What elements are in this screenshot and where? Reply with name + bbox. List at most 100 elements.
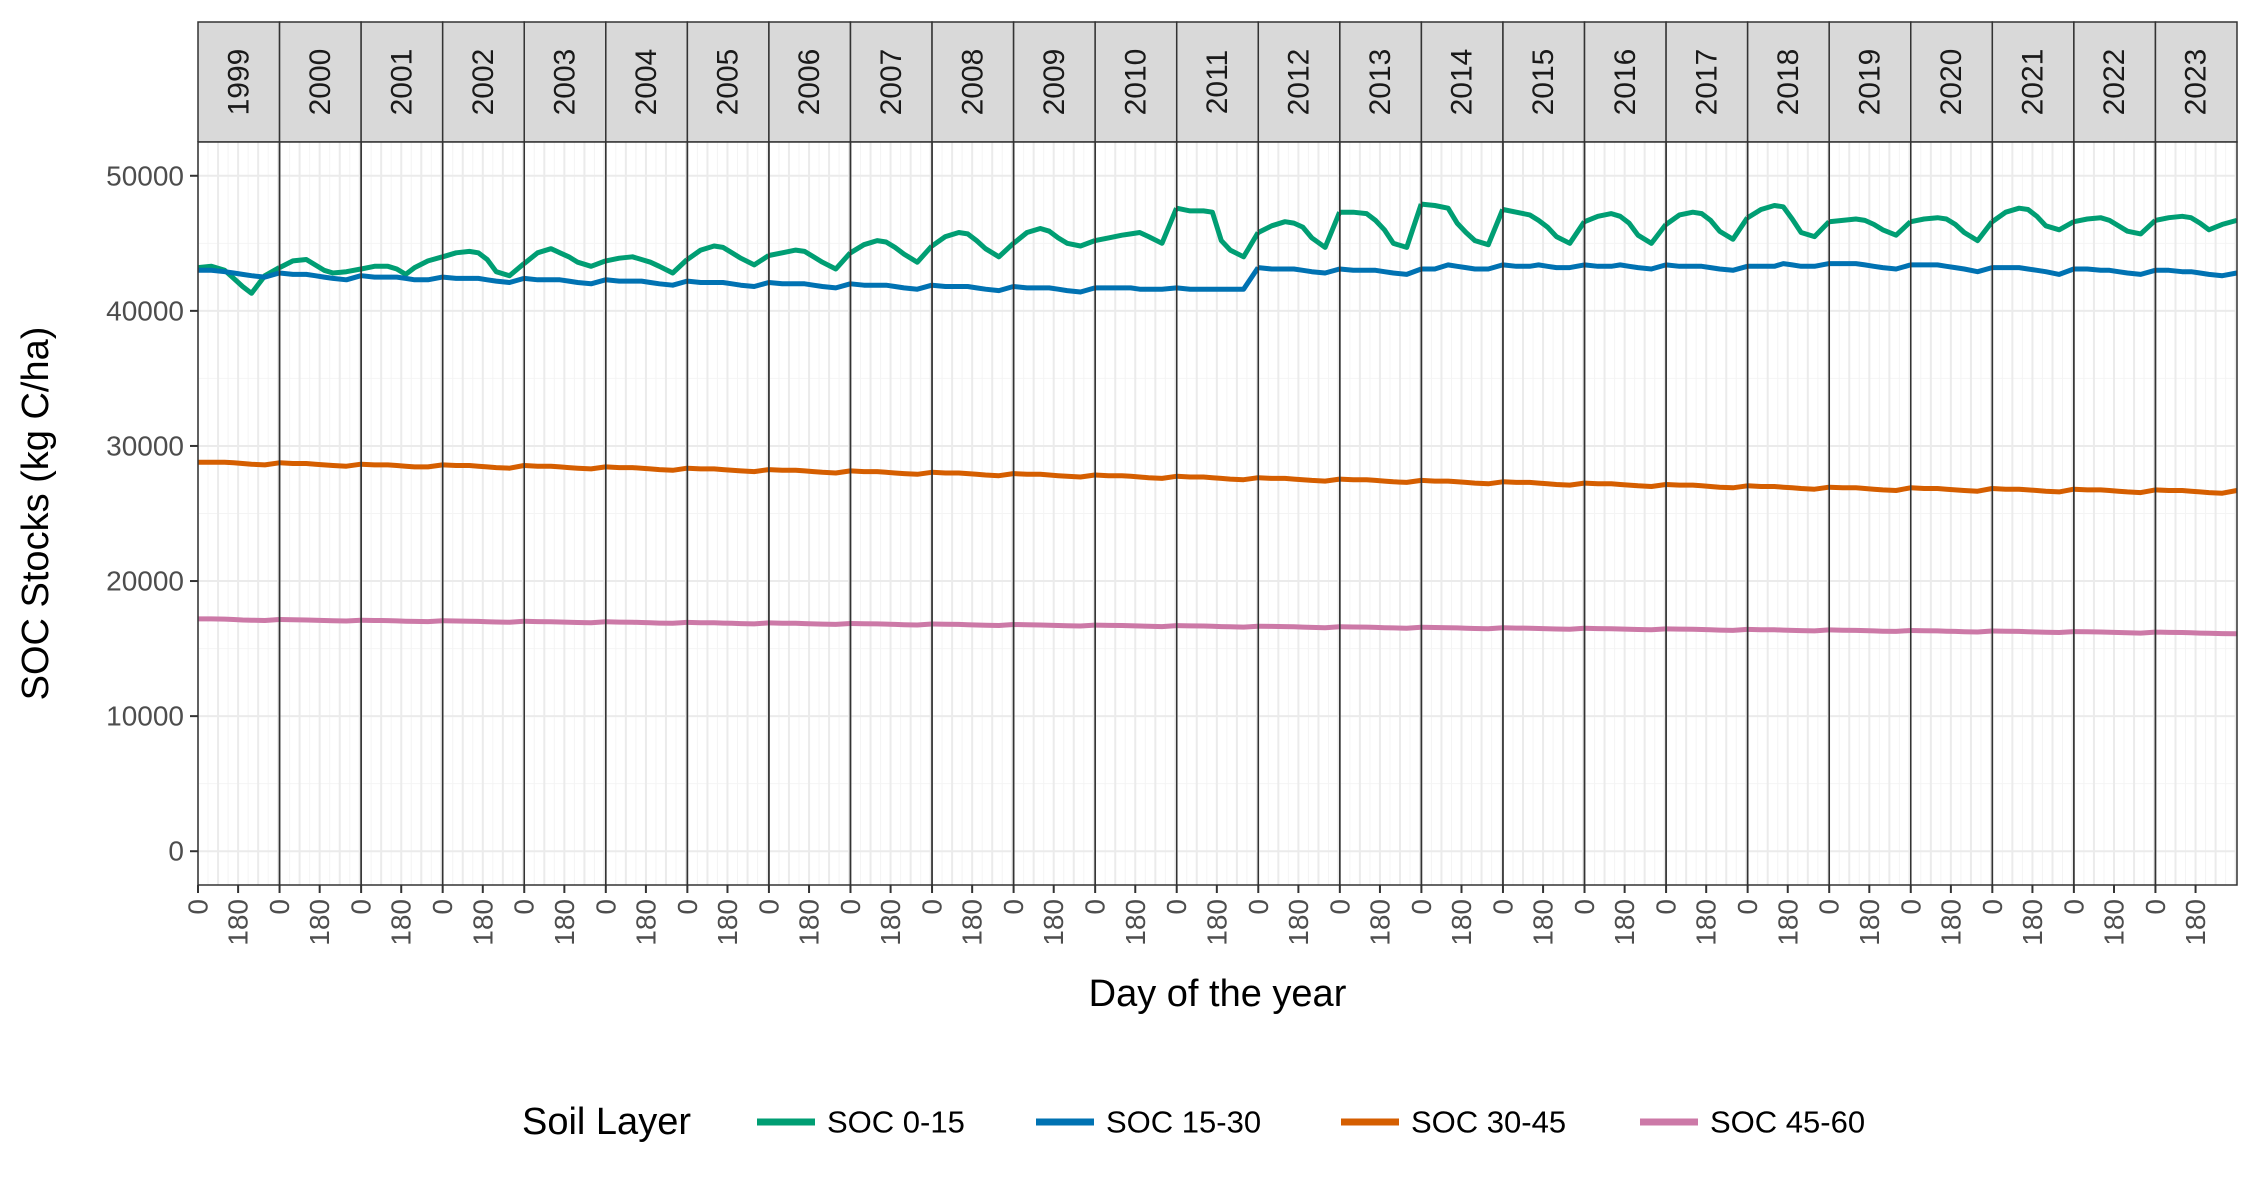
- series-line-segment: [1258, 623, 1340, 631]
- facet-strip: [1583, 21, 1667, 143]
- series-line-segment: [2073, 215, 2157, 237]
- series-line-segment: [1747, 261, 1830, 269]
- x-tick-label: 0: [2058, 899, 2089, 915]
- x-tick-label: 0: [2140, 899, 2171, 915]
- facet-strip: [1257, 21, 1341, 143]
- x-tick-label: 180: [1201, 899, 1232, 946]
- y-tick-label: 20000: [106, 566, 184, 597]
- facet-panels: [197, 142, 2237, 885]
- x-tick-label: 0: [346, 899, 377, 915]
- facet-strip: [278, 21, 362, 143]
- series-line-segment: [931, 621, 1014, 628]
- facet-strip: [605, 21, 689, 143]
- facet-label: 2004: [630, 49, 663, 116]
- facet-label: 2023: [2180, 49, 2213, 116]
- series-line-segment: [605, 277, 688, 288]
- series-line-segment: [605, 464, 688, 473]
- series-line-segment: [1665, 262, 1749, 273]
- series-line-segment: [1992, 265, 2075, 277]
- x-tick-label: 180: [1609, 899, 1640, 946]
- facet-label: 2009: [1038, 49, 1071, 116]
- y-tick-label: 0: [168, 836, 184, 867]
- series-line-segment: [687, 465, 770, 475]
- facet-label: 2020: [1935, 49, 1968, 116]
- series-line-segment: [279, 270, 362, 283]
- x-tick-label: 0: [1977, 899, 2008, 915]
- series-line-segment: [360, 254, 444, 277]
- series-line-segment: [442, 462, 525, 471]
- series-line-segment: [850, 281, 933, 292]
- series-line-segment: [768, 247, 853, 272]
- series-line-segment: [1584, 480, 1667, 489]
- facet-strip: [2154, 21, 2238, 143]
- x-tick-label: 0: [998, 899, 1029, 915]
- series-line-segment: [1910, 215, 1995, 244]
- y-tick-label: 40000: [106, 295, 184, 326]
- series-line-segment: [2073, 486, 2156, 496]
- series-line-segment: [2073, 629, 2156, 636]
- facet-label: 2019: [1853, 49, 1886, 116]
- x-tick-label: 0: [835, 899, 866, 915]
- x-tick-label: 180: [1935, 899, 1966, 946]
- series-line-segment: [850, 621, 932, 628]
- series-line-segment: [1990, 205, 2075, 233]
- series-line-segment: [1176, 266, 1261, 292]
- x-tick-label: 0: [917, 899, 948, 915]
- facet-label: 2015: [1527, 49, 1560, 116]
- series-line-segment: [198, 616, 280, 623]
- series-line-segment: [1095, 472, 1177, 481]
- y-tick-label: 10000: [106, 701, 184, 732]
- series-line-segment: [1258, 265, 1341, 276]
- series-line-segment: [1910, 262, 1993, 275]
- series-line-segment: [1257, 211, 1342, 250]
- y-axis: 0 10000 20000 30000 40000 50000: [106, 160, 198, 867]
- facet-label: 2012: [1283, 49, 1316, 116]
- series-line-segment: [361, 617, 443, 625]
- series-line-segment: [850, 468, 933, 477]
- series-line-segment: [1502, 625, 1585, 632]
- series-line-segment: [1502, 479, 1585, 488]
- series-line-segment: [524, 618, 606, 626]
- x-tick-label: 0: [427, 899, 458, 915]
- facet-label: 2018: [1772, 49, 1805, 116]
- series-line-segment: [2073, 266, 2156, 277]
- series-line-segment: [1176, 205, 1261, 260]
- legend: Soil Layer SOC 0-15 SOC 15-30 SOC 30-45 SOC…: [522, 1101, 1865, 1143]
- legend-label: SOC 0-15: [827, 1105, 965, 1140]
- series-lines: [197, 201, 2238, 637]
- facet-label: 2017: [1690, 49, 1723, 116]
- x-tick-label: 180: [1854, 899, 1885, 946]
- x-tick-label: 0: [753, 899, 784, 915]
- series-line-segment: [1013, 622, 1096, 629]
- series-line-segment: [1258, 475, 1340, 484]
- facet-label: 2006: [793, 49, 826, 116]
- series-line-segment: [278, 257, 362, 276]
- series-line-segment: [931, 282, 1015, 294]
- series-line-segment: [605, 254, 689, 276]
- series-line-segment: [2155, 487, 2238, 496]
- series-line-segment: [1339, 266, 1423, 277]
- facet-strip: [1420, 21, 1504, 143]
- series-line-segment: [441, 248, 526, 279]
- facet-label: 1999: [222, 49, 255, 116]
- legend-title: Soil Layer: [522, 1101, 691, 1143]
- series-line-segment: [1095, 285, 1177, 292]
- x-tick-label: 0: [1814, 899, 1845, 915]
- series-soc-0-15: [197, 201, 2238, 296]
- x-tick-label: 0: [183, 899, 214, 915]
- x-tick-label: 180: [712, 899, 743, 946]
- y-tick-label: 50000: [106, 160, 184, 191]
- facet-strip: [1094, 21, 1178, 143]
- series-line-segment: [1584, 625, 1667, 633]
- x-tick-label: 0: [1243, 899, 1274, 915]
- series-line-segment: [1421, 262, 1504, 272]
- x-tick-label: 180: [630, 899, 661, 946]
- facet-strip: [197, 21, 281, 143]
- facet-label: 2014: [1446, 49, 1479, 116]
- series-line-segment: [1747, 626, 1830, 634]
- series-line-segment: [198, 459, 280, 468]
- x-tick-label: 180: [549, 899, 580, 946]
- x-tick-label: 0: [1895, 899, 1926, 915]
- x-tick-label: 0: [264, 899, 295, 915]
- series-line-segment: [522, 246, 607, 269]
